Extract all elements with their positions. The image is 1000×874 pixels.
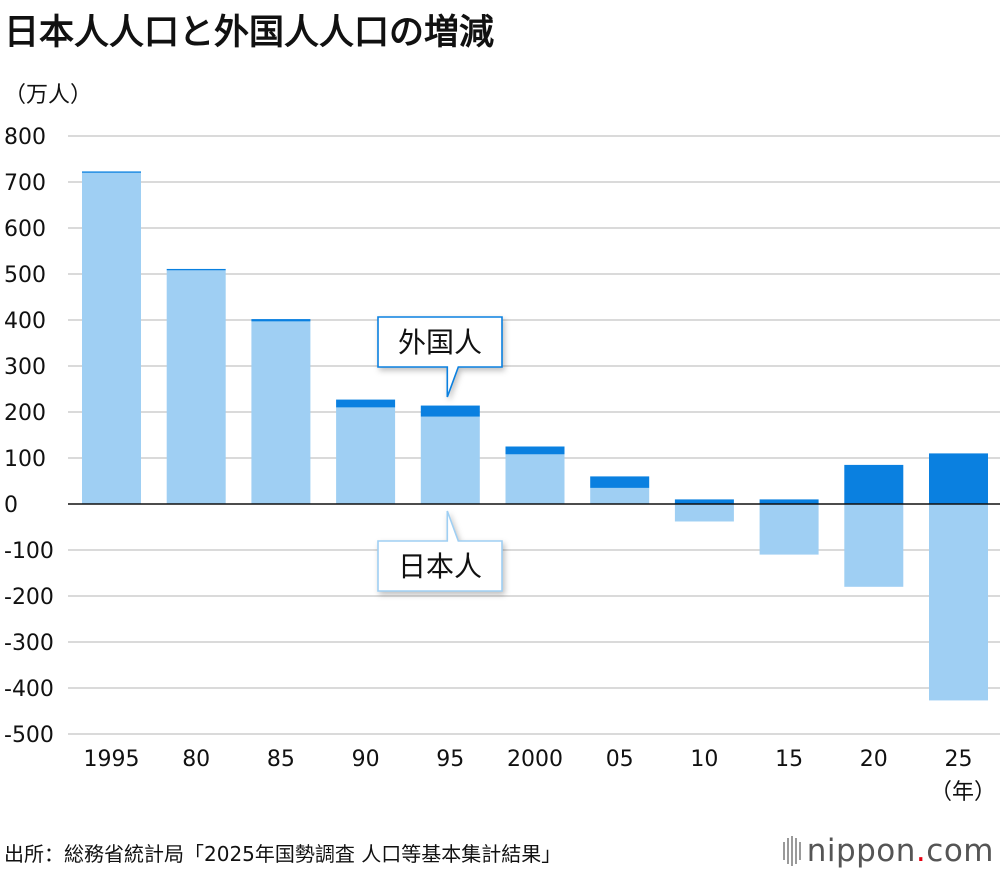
bar-japanese: [759, 504, 819, 555]
bar-japanese: [420, 416, 480, 504]
x-tick-label: 80: [182, 747, 210, 772]
logo-text: nippon.com: [807, 833, 994, 869]
y-tick-labels: 800 700 600 500 400 300 200 100 0 -100 -200 -300 -40…: [4, 125, 54, 748]
logo-dot: .: [915, 833, 927, 869]
bar-japanese: [166, 270, 226, 504]
bar-japanese: [590, 487, 650, 504]
callout-box: [377, 316, 503, 398]
x-tick-label: 90: [352, 747, 380, 772]
bar-foreign: [420, 405, 480, 417]
bar-japanese: [505, 454, 565, 504]
x-tick-labels: 1995 80 85 90 95 2000 05 10 15 20 25 （年）: [84, 747, 997, 805]
chart-title: 日本人人口と外国人人口の増減: [4, 13, 495, 53]
x-axis-unit-label: （年）: [930, 780, 996, 805]
callout-box: [377, 510, 503, 592]
bar-foreign: [336, 399, 396, 408]
y-tick-label: -300: [4, 631, 54, 656]
bar-japanese: [929, 504, 988, 701]
x-tick-label: 95: [436, 747, 464, 772]
x-tick-label: 05: [606, 747, 634, 772]
nippon-com-logo: nippon.com: [782, 833, 994, 869]
y-tick-label: -200: [4, 585, 54, 610]
y-tick-label: 600: [4, 217, 46, 242]
bar-japanese: [251, 321, 311, 504]
x-tick-label: 2000: [507, 747, 563, 772]
bar-japanese: [82, 172, 141, 505]
y-tick-label: 200: [4, 401, 46, 426]
bar-japanese: [844, 504, 904, 587]
y-tick-label: 100: [4, 447, 46, 472]
bar-foreign: [759, 499, 819, 504]
source-note: 出所：総務省統計局「2025年国勢調査 人口等基本集計結果」: [4, 842, 562, 866]
y-tick-label: 500: [4, 263, 46, 288]
bar-foreign: [590, 476, 650, 488]
y-tick-label: -400: [4, 677, 54, 702]
callout-label: 外国人: [398, 326, 482, 359]
bar-foreign: [844, 464, 904, 504]
x-tick-label: 20: [860, 747, 888, 772]
y-tick-label: -500: [4, 723, 54, 748]
bar-foreign: [251, 319, 311, 322]
bar-foreign: [674, 499, 734, 504]
bar-foreign: [82, 171, 141, 173]
x-tick-label: 10: [690, 747, 718, 772]
y-tick-label: 400: [4, 309, 46, 334]
y-tick-label: 700: [4, 171, 46, 196]
logo-suffix: com: [926, 833, 994, 869]
callout-label: 日本人: [398, 550, 482, 583]
y-tick-label: 0: [4, 493, 18, 518]
y-tick-label: 300: [4, 355, 46, 380]
bar-foreign: [505, 446, 565, 455]
x-tick-label: 25: [945, 747, 973, 772]
x-tick-label: 15: [775, 747, 803, 772]
x-tick-label: 1995: [84, 747, 140, 772]
bars: [68, 171, 1000, 701]
bar-foreign: [929, 453, 988, 504]
y-tick-label: -100: [4, 539, 54, 564]
bar-japanese: [336, 407, 396, 504]
y-axis-unit-label: （万人）: [4, 83, 93, 108]
logo-name: nippon: [806, 833, 916, 869]
bar-foreign: [166, 268, 226, 271]
logo-mark-icon: [782, 836, 801, 866]
x-tick-label: 85: [267, 747, 295, 772]
y-tick-label: 800: [4, 125, 46, 150]
bar-japanese: [674, 504, 734, 522]
